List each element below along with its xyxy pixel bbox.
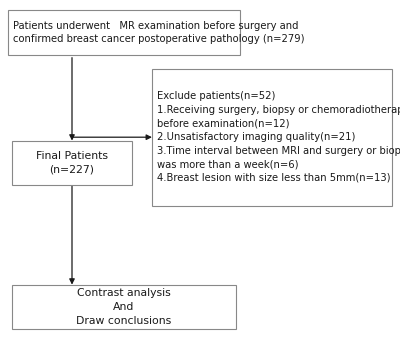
Text: Contrast analysis
And
Draw conclusions: Contrast analysis And Draw conclusions (76, 288, 172, 326)
FancyBboxPatch shape (12, 285, 236, 329)
Text: Patients underwent   MR examination before surgery and
confirmed breast cancer p: Patients underwent MR examination before… (13, 21, 304, 44)
FancyBboxPatch shape (152, 69, 392, 206)
Text: Exclude patients(n=52)
1.Receiving surgery, biopsy or chemoradiotherapy
before e: Exclude patients(n=52) 1.Receiving surge… (157, 91, 400, 183)
Text: Final Patients
(n=227): Final Patients (n=227) (36, 151, 108, 175)
FancyBboxPatch shape (8, 10, 240, 55)
FancyBboxPatch shape (12, 141, 132, 185)
